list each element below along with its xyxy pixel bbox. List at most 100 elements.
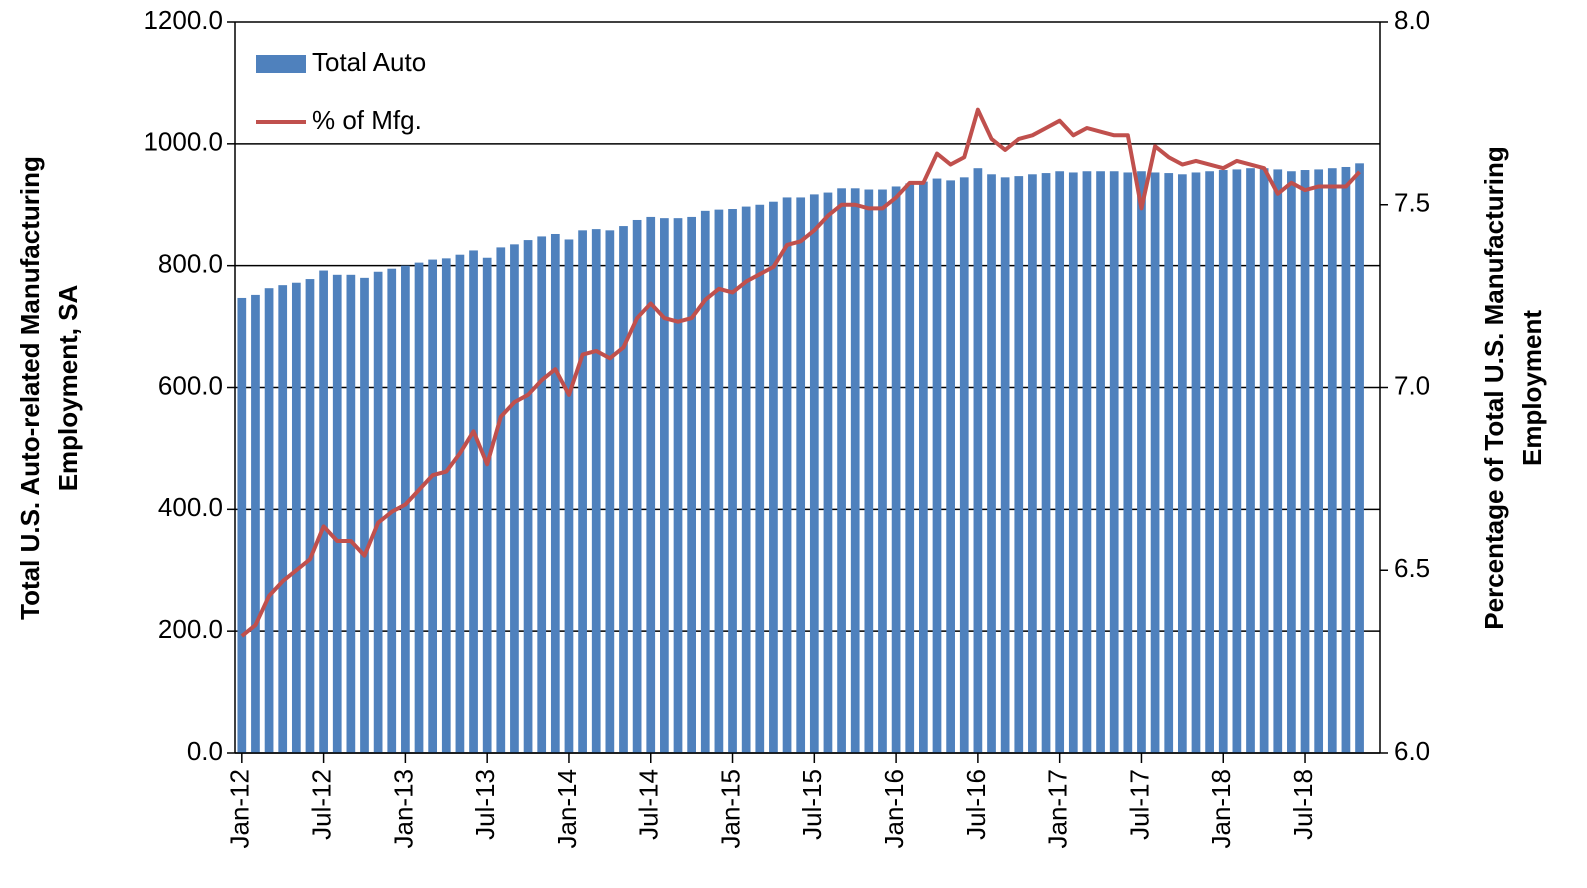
bar — [1041, 173, 1051, 753]
bar — [755, 204, 765, 753]
y2-axis-title: Employment — [1517, 310, 1547, 466]
bar — [878, 189, 887, 754]
y2-tick-label: 6.0 — [1394, 736, 1430, 766]
bar — [550, 233, 560, 754]
bar — [373, 271, 383, 753]
bar — [714, 209, 724, 753]
bar — [455, 254, 465, 753]
bar — [441, 258, 451, 753]
bar — [1137, 171, 1146, 753]
y-tick-label: 400.0 — [158, 492, 223, 522]
y2-tick-label: 7.0 — [1394, 370, 1430, 400]
bar — [1109, 171, 1119, 753]
bar — [973, 168, 983, 753]
y2-tick-label: 7.5 — [1394, 188, 1430, 218]
bar — [251, 294, 260, 753]
bar — [1218, 170, 1228, 754]
x-tick-label: Jan-14 — [552, 769, 582, 849]
bar — [591, 229, 601, 753]
bar — [469, 250, 478, 753]
bar — [1082, 171, 1092, 753]
bar — [1000, 177, 1010, 753]
bar — [578, 230, 587, 753]
y-tick-label: 600.0 — [158, 370, 223, 400]
bar — [782, 197, 792, 753]
bar — [278, 285, 288, 753]
bar — [809, 194, 819, 753]
bar — [632, 219, 642, 753]
bar — [1246, 168, 1255, 753]
bar — [1191, 172, 1201, 753]
bar — [700, 210, 710, 753]
bar — [932, 178, 942, 753]
x-tick-label: Jul-12 — [306, 769, 336, 840]
legend-swatch — [256, 55, 306, 73]
x-tick-label: Jul-13 — [470, 769, 500, 840]
bar — [660, 218, 669, 753]
bar — [291, 282, 301, 753]
bar — [605, 230, 615, 753]
bar — [1150, 172, 1160, 753]
bar — [769, 201, 778, 753]
x-tick-label: Jul-14 — [634, 769, 664, 840]
legend-label: % of Mfg. — [312, 105, 422, 135]
bar — [796, 197, 806, 753]
bar — [741, 206, 751, 753]
bar — [1355, 163, 1364, 753]
x-tick-label: Jan-18 — [1206, 769, 1236, 849]
bar — [919, 181, 928, 753]
x-tick-label: Jul-15 — [797, 769, 827, 840]
x-tick-label: Jan-12 — [225, 769, 255, 849]
bar — [1055, 171, 1065, 753]
y-tick-label: 1200.0 — [143, 5, 223, 35]
x-tick-label: Jul-18 — [1288, 769, 1318, 840]
bar — [346, 274, 356, 753]
bar — [360, 277, 369, 753]
bar — [1177, 174, 1187, 753]
bar — [905, 183, 915, 753]
bar — [687, 216, 696, 753]
y2-tick-label: 6.5 — [1394, 553, 1430, 583]
bar — [237, 297, 247, 753]
bar — [428, 259, 438, 753]
bar — [332, 274, 342, 753]
bar — [1314, 169, 1324, 753]
bar — [537, 236, 547, 754]
bar — [1327, 168, 1337, 753]
bar — [673, 218, 683, 753]
bar — [946, 180, 955, 754]
bar — [1028, 174, 1037, 753]
bar — [414, 262, 424, 753]
y-tick-label: 1000.0 — [143, 127, 223, 157]
x-tick-label: Jan-15 — [715, 769, 745, 849]
legend-label: Total Auto — [312, 47, 426, 77]
bar — [1123, 172, 1133, 753]
y2-tick-label: 8.0 — [1394, 5, 1430, 35]
bar — [1164, 173, 1174, 753]
x-tick-label: Jul-16 — [961, 769, 991, 840]
bar — [1341, 166, 1351, 753]
x-tick-label: Jul-17 — [1124, 769, 1154, 840]
bar — [1259, 168, 1269, 753]
y2-axis-title: Percentage of Total U.S. Manufacturing — [1479, 146, 1509, 629]
bar — [1300, 170, 1310, 754]
bar — [850, 188, 860, 754]
bar — [401, 265, 410, 753]
bar — [646, 216, 656, 753]
bar — [837, 188, 846, 754]
bar — [1068, 172, 1078, 753]
bar — [1096, 171, 1105, 753]
bar — [482, 257, 492, 753]
bar — [987, 174, 996, 753]
bar — [619, 226, 628, 754]
bar — [959, 177, 969, 753]
bar — [523, 240, 533, 753]
bar — [1205, 171, 1214, 753]
y-tick-label: 200.0 — [158, 614, 223, 644]
bar — [1232, 169, 1242, 753]
bar — [319, 270, 328, 753]
bar — [728, 209, 737, 753]
bar — [891, 186, 901, 754]
